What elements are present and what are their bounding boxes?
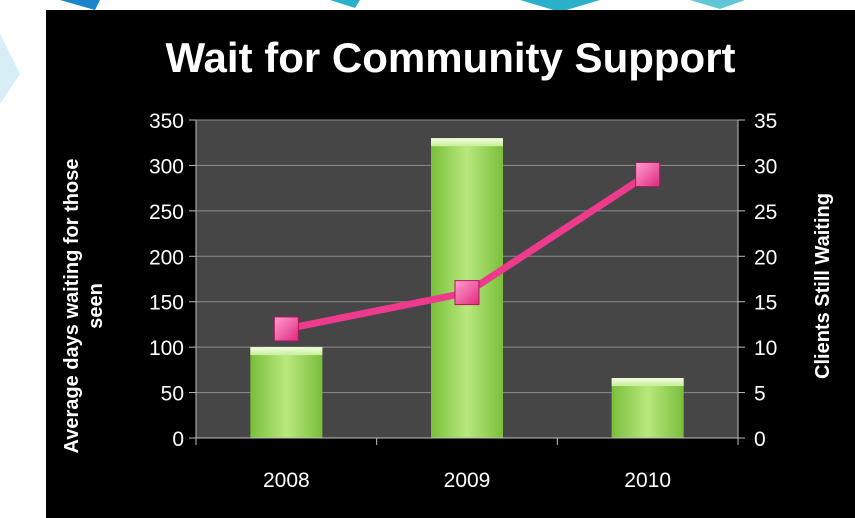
line-marker <box>635 162 661 188</box>
y-tick-label: 350 <box>149 110 184 133</box>
y2-axis-title: Clients Still Waiting <box>812 193 834 379</box>
x-tick-label: 2010 <box>624 469 671 492</box>
y2-tick-label: 15 <box>754 292 777 315</box>
y2-tick-label: 20 <box>754 246 777 269</box>
bar-highlight <box>431 138 503 147</box>
y-tick-label: 300 <box>149 155 184 178</box>
bar-highlight <box>611 378 684 387</box>
y-tick-label: 50 <box>161 383 184 406</box>
y-tick-label: 150 <box>149 292 184 315</box>
y-tick-label: 200 <box>149 246 184 269</box>
y2-tick-label: 5 <box>754 383 766 406</box>
y2-tick-label: 0 <box>754 428 766 451</box>
x-tick-label: 2008 <box>263 469 310 492</box>
bar-highlight <box>250 347 323 356</box>
y2-tick-label: 30 <box>754 155 777 178</box>
y-tick-label: 250 <box>149 201 184 224</box>
y2-tick-label: 25 <box>754 201 777 224</box>
y-axis-title: Average days waiting for those seen <box>61 159 107 454</box>
decorative-border <box>60 0 745 12</box>
line-marker <box>273 316 299 342</box>
x-tick-label: 2009 <box>444 469 491 492</box>
bar <box>611 378 684 438</box>
y2-tick-label: 10 <box>754 337 777 360</box>
bar <box>250 347 323 438</box>
y-tick-label: 0 <box>172 428 184 451</box>
decorative-border <box>0 34 20 104</box>
y-tick-label: 100 <box>149 337 184 360</box>
chart-title: Wait for Community Support <box>165 34 736 81</box>
line-marker <box>454 280 480 306</box>
y2-tick-label: 35 <box>754 110 777 133</box>
